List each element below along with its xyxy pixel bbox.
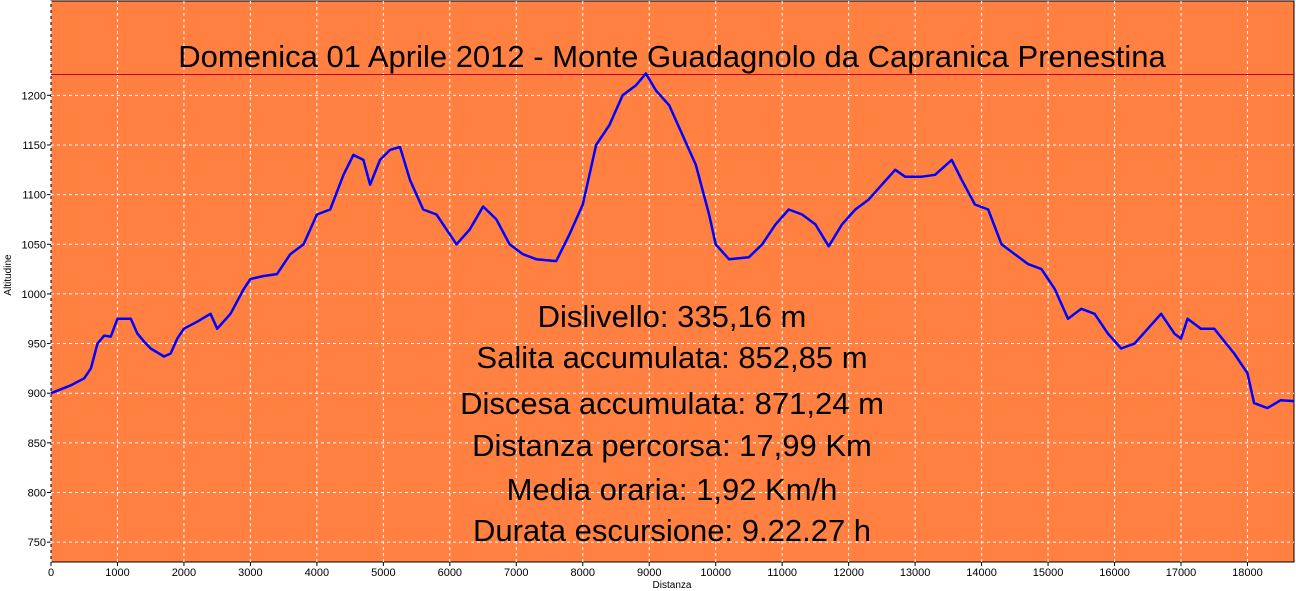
- plot-area: [50, 0, 1295, 563]
- stat-annotation: Durata escursione: 9.22.27 h: [473, 513, 871, 548]
- x-tick-label: 18000: [1232, 567, 1263, 579]
- x-tick-label: 2000: [172, 567, 196, 579]
- y-axis-label: Altitudine: [3, 254, 14, 296]
- x-tick-label: 4000: [305, 567, 329, 579]
- x-tick-label: 1000: [105, 567, 129, 579]
- x-tick-label: 11000: [767, 567, 797, 579]
- y-tick-label: 850: [28, 438, 46, 450]
- elevation-line: [50, 72, 1295, 410]
- x-tick-label: 0: [48, 567, 54, 579]
- x-tick-label: 9000: [637, 567, 661, 579]
- x-tick-label: 3000: [238, 567, 262, 579]
- x-tick-label: 6000: [438, 567, 462, 579]
- x-tick-label: 12000: [833, 567, 864, 579]
- x-tick-label: 15000: [1033, 567, 1064, 579]
- y-tick-label: 800: [28, 487, 46, 499]
- y-tick-label: 900: [28, 388, 46, 400]
- y-tick-label: 1000: [22, 289, 46, 301]
- x-tick-label: 13000: [900, 567, 931, 579]
- x-tick-label: 17000: [1166, 567, 1197, 579]
- x-tick-label: 7000: [504, 567, 528, 579]
- stat-annotation: Distanza percorsa: 17,99 Km: [472, 428, 872, 463]
- y-tick-label: 1100: [22, 190, 46, 202]
- y-tick-label: 950: [28, 339, 46, 351]
- chart-title: Domenica 01 Aprile 2012 - Monte Guadagno…: [178, 39, 1166, 74]
- x-tick-label: 5000: [371, 567, 395, 579]
- y-tick-label: 750: [28, 537, 46, 549]
- y-tick-label: 1150: [22, 140, 46, 152]
- y-tick-label: 1050: [22, 239, 46, 251]
- x-tick-label: 10000: [700, 567, 731, 579]
- x-tick-label: 14000: [966, 567, 997, 579]
- stat-annotation: Media oraria: 1,92 Km/h: [507, 472, 838, 507]
- x-tick-label: 8000: [571, 567, 595, 579]
- stat-annotation: Dislivello: 335,16 m: [538, 299, 807, 334]
- x-tick-label: 16000: [1099, 567, 1130, 579]
- stat-annotation: Salita accumulata: 852,85 m: [476, 340, 867, 375]
- stat-annotation: Discesa accumulata: 871,24 m: [460, 386, 884, 421]
- x-axis-label: Distanza: [653, 580, 692, 591]
- y-tick-label: 1200: [22, 90, 46, 102]
